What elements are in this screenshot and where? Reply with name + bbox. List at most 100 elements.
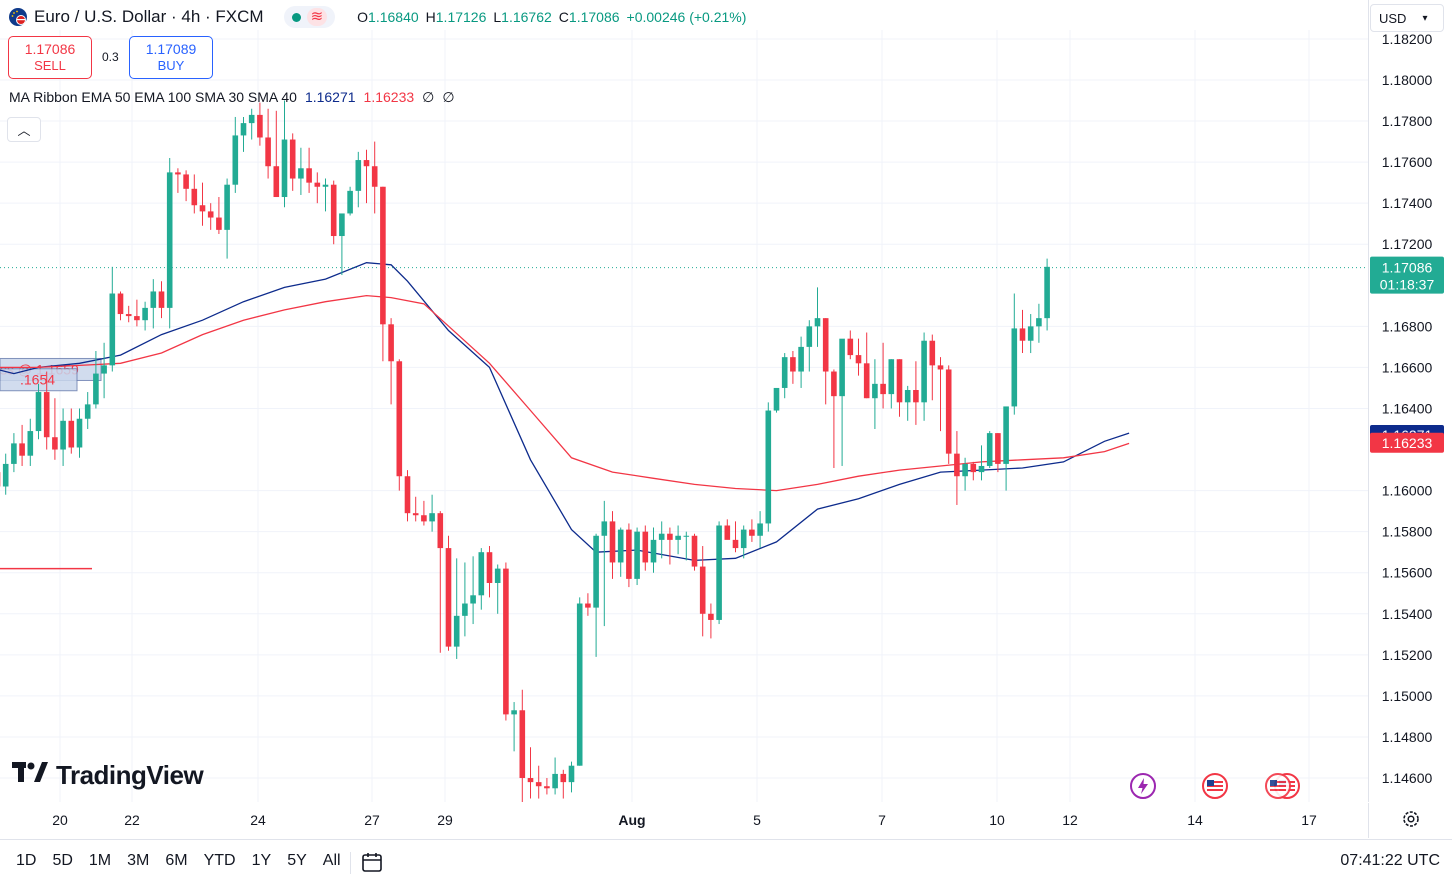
candle-down (896, 359, 903, 417)
candle-down (732, 521, 739, 553)
range-1y-button[interactable]: 1Y (251, 852, 272, 869)
candle-down (273, 110, 280, 198)
divider (350, 852, 351, 874)
range-5d-button[interactable]: 5D (52, 852, 73, 869)
candle-down (43, 371, 50, 450)
bottom-toolbar: 1D 5D 1M 3M 6M YTD 1Y 5Y All 07:41:22 UT… (0, 839, 1452, 883)
candle-up (568, 761, 575, 793)
candle-up (986, 431, 993, 469)
price-tick-label: 1.15400 (1382, 606, 1433, 622)
candle-down (831, 369, 837, 469)
range-5y-button[interactable]: 5Y (287, 852, 307, 869)
candle-down (503, 562, 509, 721)
sell-button[interactable]: 1.17086 SELL (8, 36, 92, 79)
candle-up (806, 320, 813, 372)
buy-label: BUY (157, 58, 185, 73)
candle-up (429, 494, 435, 532)
candle-down (527, 747, 534, 799)
us-flag-event-icon[interactable] (1201, 772, 1229, 800)
candle-up (281, 100, 288, 208)
collapse-legend-button[interactable]: ︿ (7, 117, 41, 142)
price-tick-label: 1.17200 (1382, 236, 1433, 252)
candle-up (781, 353, 788, 399)
currency-value: USD (1379, 10, 1407, 26)
candle-up (888, 359, 895, 409)
price-tick-label: 1.15600 (1382, 565, 1433, 581)
calendar-icon[interactable] (360, 850, 384, 874)
range-1d-button[interactable]: 1D (16, 852, 37, 869)
range-ytd-button[interactable]: YTD (203, 852, 236, 869)
currency-select[interactable]: USD ▾ (1370, 4, 1444, 32)
candle-up (757, 511, 763, 549)
candle-down (216, 197, 222, 234)
candle-down (642, 525, 649, 571)
range-all-button[interactable]: All (322, 852, 341, 869)
candle-up (675, 525, 681, 555)
utc-clock[interactable]: 07:41:22 UTC (1340, 852, 1440, 869)
candle-down (396, 359, 403, 491)
candle-down (314, 172, 321, 204)
candle-down (363, 149, 370, 204)
candle-up (1036, 303, 1042, 343)
gear-icon[interactable] (1400, 808, 1422, 830)
candle-up (240, 116, 247, 152)
candle-up (740, 525, 747, 559)
candle-up (716, 521, 722, 625)
candle-up (453, 558, 460, 659)
candle-down (822, 318, 829, 405)
symbol-title[interactable]: Euro / U.S. Dollar · 4h · FXCM (34, 7, 264, 26)
indicator-value-ema100: 1.16233 (363, 89, 415, 105)
candle-up (150, 279, 157, 329)
time-tick-label: 5 (753, 812, 761, 828)
candle-down (847, 330, 854, 360)
lightning-event-icon[interactable] (1129, 772, 1157, 800)
logo-text: TradingView (56, 760, 204, 790)
candle-up (11, 433, 17, 473)
market-status[interactable]: ≋ (283, 6, 336, 28)
candle-up (1003, 406, 1009, 491)
candle-down (412, 496, 419, 522)
candle-up (76, 408, 83, 458)
candle-down (125, 305, 132, 323)
candle-up (773, 387, 780, 413)
price-tick-label: 1.18000 (1382, 72, 1433, 88)
us-flag-event-icon[interactable] (1264, 772, 1292, 800)
candle-down (544, 778, 550, 795)
time-tick-label: 22 (124, 812, 140, 828)
candle-up (921, 332, 927, 421)
time-tick-label: 17 (1301, 812, 1317, 828)
range-1m-button[interactable]: 1M (88, 852, 112, 869)
buy-price: 1.17089 (145, 41, 197, 57)
candle-up (339, 213, 345, 276)
candle-down (913, 361, 919, 425)
buy-button[interactable]: 1.17089 BUY (129, 36, 213, 79)
candle-up (634, 527, 640, 586)
candle-down (207, 203, 214, 230)
candle-down (970, 461, 977, 481)
candle-up (617, 527, 624, 577)
candle-up (355, 151, 362, 208)
candle-up (1044, 258, 1050, 331)
range-3m-button[interactable]: 3M (127, 852, 150, 869)
price-tick-label: 1.18200 (1382, 31, 1433, 47)
indicator-legend[interactable]: MA Ribbon EMA 50 EMA 100 SMA 30 SMA 40 1… (9, 89, 455, 106)
candle-down (535, 765, 542, 799)
candle-down (388, 318, 394, 405)
candle-up (347, 186, 353, 216)
candle-up (232, 116, 239, 193)
price-tick-label: 1.17800 (1382, 113, 1433, 129)
ema-50-line (0, 262, 1130, 562)
candle-up (765, 402, 772, 532)
range-6m-button[interactable]: 6M (165, 852, 188, 869)
chart-header: Euro / U.S. Dollar · 4h · FXCM ≋ O1.1684… (8, 5, 746, 29)
candle-up (27, 418, 34, 466)
candle-down (708, 603, 714, 639)
candle-up (658, 521, 665, 559)
candle-down (945, 365, 952, 464)
candle-up (872, 359, 878, 430)
indicator-value-sma40: ∅ (442, 89, 455, 105)
candle-down (1019, 309, 1026, 354)
time-axis: 20 22 24 27 29 Aug 5 7 10 12 14 17 (52, 812, 1317, 828)
price-tick-label: 1.14800 (1382, 729, 1433, 745)
